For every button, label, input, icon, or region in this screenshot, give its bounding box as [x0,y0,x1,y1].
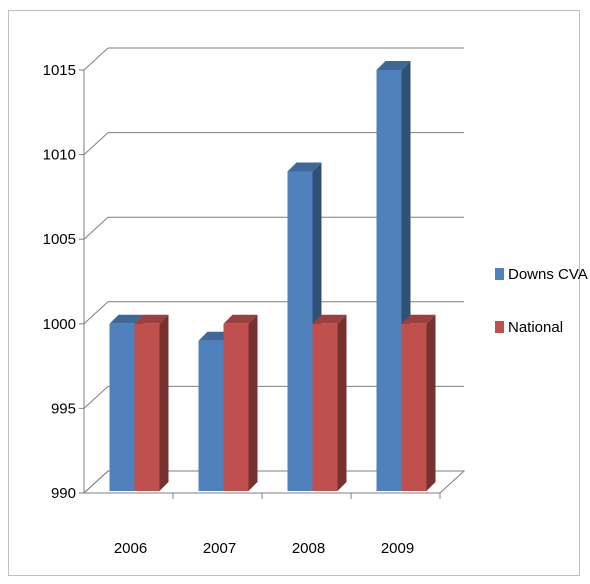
bar-side-national [426,314,436,491]
y-tick-label: 1010 [43,147,76,164]
bar-top-downs-cva [109,314,144,324]
legend-label-1: National [508,319,563,336]
bar-top-downs-cva [376,61,411,70]
bar-national-2008 [312,323,338,491]
bar-national-2007 [223,323,249,491]
legend-swatch-1 [495,321,504,333]
bar-national-2006 [134,323,160,491]
y-tick-label: 995 [51,400,76,417]
bar-downs-cva-2008 [287,171,313,491]
gridline-side [83,301,109,325]
x-tick-label: 2008 [292,540,325,557]
legend-label-0: Downs CVA [508,266,588,283]
gridline-side [83,386,109,409]
y-tick-label: 990 [51,485,76,502]
bar-national-2009 [401,323,427,491]
bar-top-national [223,314,258,324]
bar-top-national [312,314,347,324]
legend-swatch-0 [495,268,504,280]
y-tick-label: 1000 [43,316,76,333]
bar-top-downs-cva [287,162,322,172]
bar-downs-cva-2009 [376,70,402,491]
gridline-side [83,47,109,71]
x-tick-label: 2009 [381,540,414,557]
bar-side-national [248,314,258,491]
bar-side-national [337,314,347,491]
gridline-side [83,470,109,494]
y-tick-label: 1005 [43,231,76,248]
gridline-side [83,132,109,155]
bar-downs-cva-2006 [109,323,135,491]
x-tick-label: 2007 [203,540,236,557]
bar-top-national [401,314,436,324]
bar-top-national [134,314,169,324]
gridline-side [83,216,109,240]
y-tick-label: 1015 [43,62,76,79]
bar-downs-cva-2007 [198,340,224,491]
x-tick-label: 2006 [114,540,147,557]
bar-side-national [159,314,169,491]
